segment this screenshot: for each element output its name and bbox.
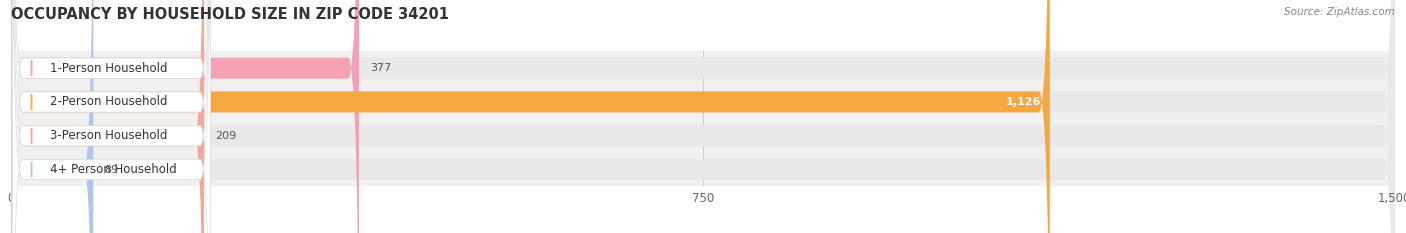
FancyBboxPatch shape — [11, 0, 1050, 233]
FancyBboxPatch shape — [13, 0, 211, 233]
FancyBboxPatch shape — [11, 0, 1395, 233]
FancyBboxPatch shape — [11, 0, 1395, 233]
Text: 1,126: 1,126 — [1005, 97, 1040, 107]
FancyBboxPatch shape — [13, 0, 211, 233]
FancyBboxPatch shape — [11, 0, 1395, 233]
Text: Source: ZipAtlas.com: Source: ZipAtlas.com — [1284, 7, 1395, 17]
Text: 209: 209 — [215, 131, 236, 141]
Text: 377: 377 — [370, 63, 391, 73]
FancyBboxPatch shape — [11, 0, 1395, 233]
Text: 3-Person Household: 3-Person Household — [51, 129, 167, 142]
FancyBboxPatch shape — [11, 0, 359, 233]
Text: 4+ Person Household: 4+ Person Household — [51, 163, 177, 176]
FancyBboxPatch shape — [13, 0, 211, 233]
Text: 2-Person Household: 2-Person Household — [51, 96, 167, 108]
FancyBboxPatch shape — [11, 0, 204, 233]
FancyBboxPatch shape — [11, 0, 93, 233]
Text: 89: 89 — [104, 164, 118, 175]
Text: OCCUPANCY BY HOUSEHOLD SIZE IN ZIP CODE 34201: OCCUPANCY BY HOUSEHOLD SIZE IN ZIP CODE … — [11, 7, 450, 22]
FancyBboxPatch shape — [13, 0, 211, 233]
Text: 1-Person Household: 1-Person Household — [51, 62, 167, 75]
